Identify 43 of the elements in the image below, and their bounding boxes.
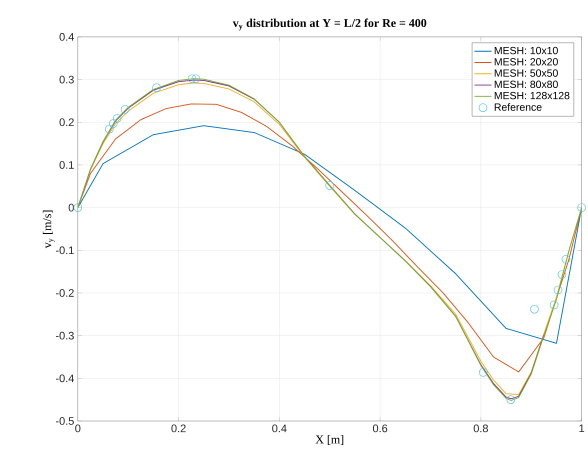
point bbox=[112, 114, 122, 123]
point bbox=[558, 270, 566, 279]
point bbox=[562, 255, 570, 264]
y-tick-label: -0.5 bbox=[56, 417, 74, 425]
x-tick-label: 0.2 bbox=[171, 424, 186, 432]
y-tick-label: -0.4 bbox=[56, 374, 74, 382]
point bbox=[550, 300, 558, 310]
line-series bbox=[78, 125, 582, 344]
chart-title: v$_{y}$ distribution at Y = L/2 for Re = 400 bbox=[232, 18, 426, 30]
point bbox=[152, 83, 161, 92]
y-tick-label: -0.2 bbox=[56, 289, 74, 297]
x-tick-label: 0 bbox=[75, 424, 80, 432]
point bbox=[192, 74, 200, 84]
y-tick-label: 0.3 bbox=[60, 76, 74, 84]
point bbox=[325, 181, 334, 190]
y-tick-label: 0.1 bbox=[60, 161, 74, 169]
y-tick-label: -0.3 bbox=[56, 332, 74, 340]
point bbox=[188, 74, 196, 84]
point bbox=[530, 304, 539, 314]
x-axis-title: X [m] bbox=[316, 435, 344, 445]
legend-label: MESH: 50x50 bbox=[494, 69, 558, 77]
point bbox=[120, 105, 130, 114]
y-tick-label: 0 bbox=[68, 204, 74, 212]
legend-label: MESH: 10x10 bbox=[494, 46, 558, 54]
legend-label: MESH: 20x20 bbox=[494, 58, 558, 66]
x-tick-label: 0.8 bbox=[474, 424, 488, 432]
y-tick-label: -0.1 bbox=[56, 246, 74, 254]
legend-label: MESH: 128x128 bbox=[494, 92, 570, 100]
point bbox=[478, 368, 488, 377]
point bbox=[577, 203, 586, 212]
point bbox=[108, 119, 118, 128]
legend-label: Reference bbox=[494, 103, 542, 111]
x-tick-label: 0.6 bbox=[372, 424, 388, 432]
legend-label: MESH: 80x80 bbox=[494, 80, 558, 88]
point bbox=[506, 395, 516, 404]
point bbox=[554, 286, 562, 294]
y-tick-label: 0.4 bbox=[60, 33, 74, 41]
x-tick-label: 0.4 bbox=[272, 424, 287, 432]
point bbox=[74, 203, 82, 212]
y-axis-title: v$_{y}$ [m/s] bbox=[42, 210, 55, 248]
point bbox=[105, 124, 114, 134]
x-tick-label: 1 bbox=[579, 424, 584, 432]
y-tick-label: 0.2 bbox=[60, 118, 74, 126]
